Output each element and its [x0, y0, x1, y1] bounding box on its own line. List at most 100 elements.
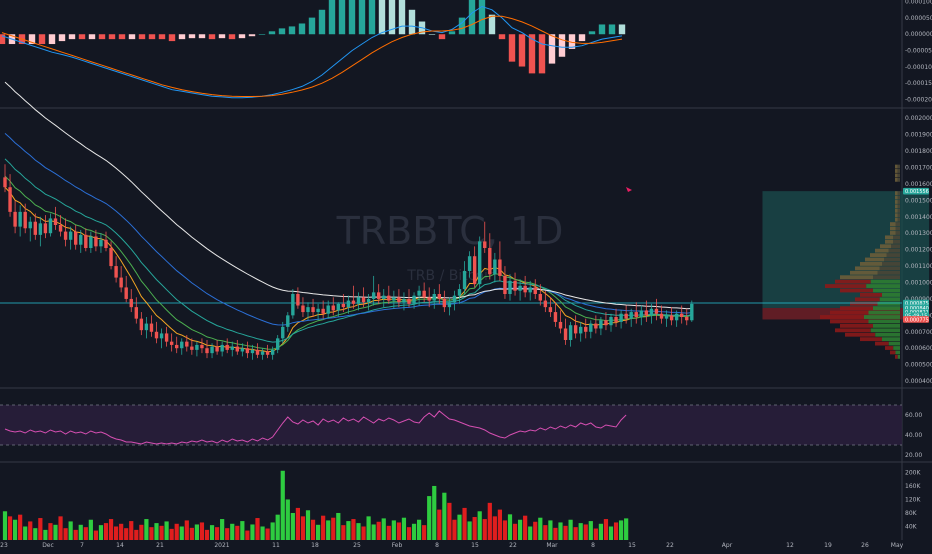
candle-body — [599, 320, 603, 329]
volume-bar — [442, 492, 447, 540]
candle-body — [316, 308, 320, 313]
candle-body — [18, 211, 22, 227]
volume-bar — [63, 528, 68, 540]
volume-bar — [240, 521, 245, 540]
volume-bar — [391, 520, 396, 540]
time-axis-label: Apr — [722, 542, 733, 549]
volume-profile-bar — [897, 164, 900, 169]
cursor-marker-icon — [626, 187, 632, 192]
candle-body — [402, 298, 406, 303]
volume-profile-bar — [897, 169, 900, 173]
time-axis[interactable]: 23 Dec 7 14 21 2021 11 18 25 Feb 8 15 22 Mar 8 15 22 Apr 1… — [0, 542, 903, 549]
price-axis-tick: 0.001100 — [905, 263, 932, 270]
volume-profile-bar — [886, 253, 900, 257]
price-axis[interactable]: 0.000100 0.000050 0.000000 -0.000050 -0.0001… — [905, 0, 932, 530]
volume-axis-tick: 80K — [905, 510, 918, 517]
macd-histogram-bar — [458, 17, 466, 35]
time-axis-label: Feb — [392, 542, 403, 549]
volume-profile-bar — [864, 315, 900, 319]
macd-histogram-bar — [118, 34, 126, 40]
macd-histogram-bar — [108, 34, 116, 40]
macd-line — [1, 5, 623, 99]
volume-bar — [260, 526, 265, 540]
candle-body — [563, 328, 568, 340]
candle-body — [432, 294, 436, 301]
macd-pane — [0, 0, 626, 99]
candle-body — [190, 346, 194, 350]
volume-bar — [250, 524, 255, 540]
candle-body — [649, 308, 654, 316]
volume-profile-bar — [890, 226, 896, 231]
volume-profile-bar — [885, 239, 894, 244]
volume-profile-bar — [873, 306, 900, 311]
volume-profile-bar — [895, 213, 898, 218]
volume-bar — [598, 523, 603, 540]
volume-bar — [154, 523, 159, 540]
volume-bar — [321, 515, 326, 540]
candle-body — [119, 277, 123, 288]
volume-bar — [33, 528, 38, 540]
macd-histogram-bar — [98, 34, 106, 40]
macd-histogram-bar — [278, 28, 286, 35]
candle-body — [311, 307, 315, 313]
volume-bar — [53, 524, 58, 540]
macd-axis-tick: -0.000100 — [905, 64, 932, 71]
macd-histogram-bar — [468, 0, 476, 35]
candle-body — [437, 294, 441, 299]
candle-body — [346, 300, 351, 308]
volume-bar — [310, 519, 316, 540]
macd-histogram-bar — [478, 0, 486, 35]
candle-body — [250, 349, 255, 354]
volume-axis-tick: 120K — [905, 496, 921, 503]
volume-axis-tick: 200K — [905, 469, 921, 476]
candle-body — [129, 298, 133, 308]
volume-bar — [482, 519, 487, 540]
volume-bar — [422, 525, 427, 540]
volume-profile-bar — [895, 177, 898, 182]
candle-body — [690, 303, 694, 321]
candle-body — [255, 349, 260, 355]
volume-profile-bar — [888, 341, 900, 346]
volume-bar — [2, 511, 8, 540]
candle-body — [109, 248, 113, 267]
candle-body — [154, 331, 159, 339]
time-axis-label: 22 — [509, 542, 517, 549]
volume-profile-bar — [895, 354, 898, 359]
candle-body — [573, 325, 578, 334]
volume-profile — [820, 164, 900, 359]
volume-profile-bar — [865, 257, 885, 262]
macd-histogram-bar — [588, 31, 596, 35]
volume-bar — [285, 499, 290, 540]
volume-profile-bar — [895, 208, 898, 213]
volume-profile-bar — [885, 235, 894, 240]
candle-body — [604, 320, 608, 326]
candle-body — [124, 287, 128, 299]
volume-bar — [114, 526, 119, 540]
volume-bar — [108, 519, 114, 540]
candle-body — [270, 349, 275, 355]
candle-body — [321, 308, 325, 314]
time-axis-label: Mar — [546, 542, 558, 549]
volume-bar — [129, 521, 134, 540]
candle-body — [341, 303, 346, 308]
macd-histogram-bar — [538, 34, 546, 74]
macd-signal-line — [1, 15, 623, 97]
symbol-watermark: TRBBTC, 1D — [336, 209, 564, 253]
candle-body — [235, 346, 239, 352]
volume-bar — [452, 519, 457, 540]
candle-body — [528, 287, 532, 293]
volume-bar — [245, 530, 250, 540]
volume-bar — [578, 523, 583, 540]
macd-histogram-bar — [598, 24, 606, 35]
candle-body — [422, 290, 426, 298]
candle-body — [680, 313, 684, 317]
candle-body — [427, 297, 431, 301]
volume-bar — [48, 523, 53, 540]
candle-body — [144, 323, 149, 331]
volume-bar — [492, 516, 497, 540]
volume-bar — [371, 524, 376, 540]
price-candles[interactable] — [3, 164, 694, 360]
volume-bar — [144, 519, 149, 540]
